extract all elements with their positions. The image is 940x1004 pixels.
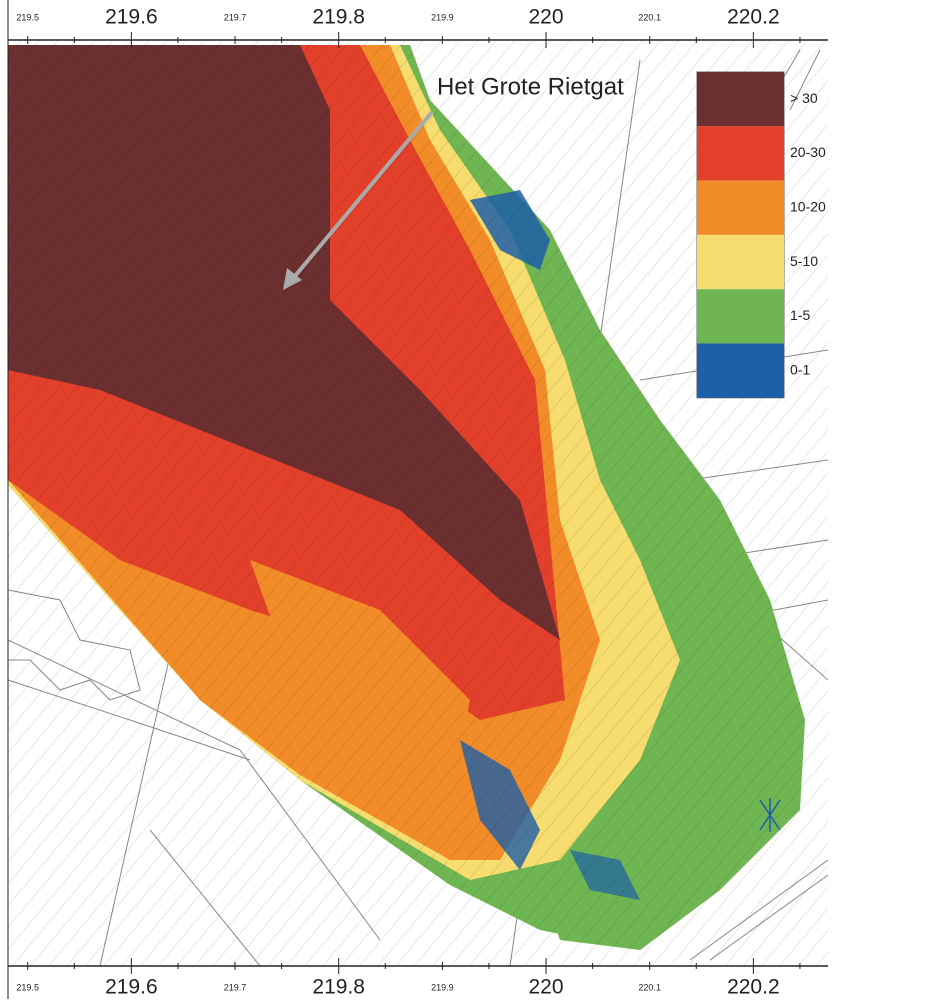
tick-label: 220 <box>529 976 564 999</box>
legend-label: 1-5 <box>790 307 810 323</box>
tick-label: 219.9 <box>431 12 454 22</box>
legend-swatch <box>697 72 784 126</box>
tick-label: 219.6 <box>105 976 158 999</box>
legend-label: 20-30 <box>790 144 826 160</box>
tick-label: 219.8 <box>312 6 365 29</box>
annotation: Het Grote Rietgat <box>437 73 624 100</box>
legend-swatch <box>697 126 784 180</box>
tick-label: 220.2 <box>727 976 780 999</box>
tick-label: 219.7 <box>224 12 247 22</box>
tick-label: 219.8 <box>312 976 365 999</box>
tick-label: 220.2 <box>727 6 780 29</box>
legend-label: 0-1 <box>790 361 810 377</box>
legend-swatch <box>697 181 784 235</box>
tick-label: 219.7 <box>224 982 247 992</box>
legend-label: > 30 <box>790 90 818 106</box>
legend-swatch <box>697 344 784 398</box>
legend-label: 5-10 <box>790 253 818 269</box>
page: {"map": { "annotation": "Het Grote Rietg… <box>0 0 940 999</box>
tick-label: 220 <box>529 6 564 29</box>
tick-label: 219.9 <box>431 982 454 992</box>
tick-label: 219.6 <box>105 6 158 29</box>
map-figure: 219.5 219.5 219.6 219.6 219.7 219.7 219.8 219.8… <box>0 0 940 999</box>
tick-label: 220.1 <box>638 12 661 22</box>
legend-swatch <box>697 289 784 343</box>
tick-label: 219.5 <box>16 982 39 992</box>
tick-label: 220.1 <box>638 982 661 992</box>
legend-swatch <box>697 235 784 289</box>
tick-label: 219.5 <box>16 12 39 22</box>
legend-label: 10-20 <box>790 198 826 214</box>
